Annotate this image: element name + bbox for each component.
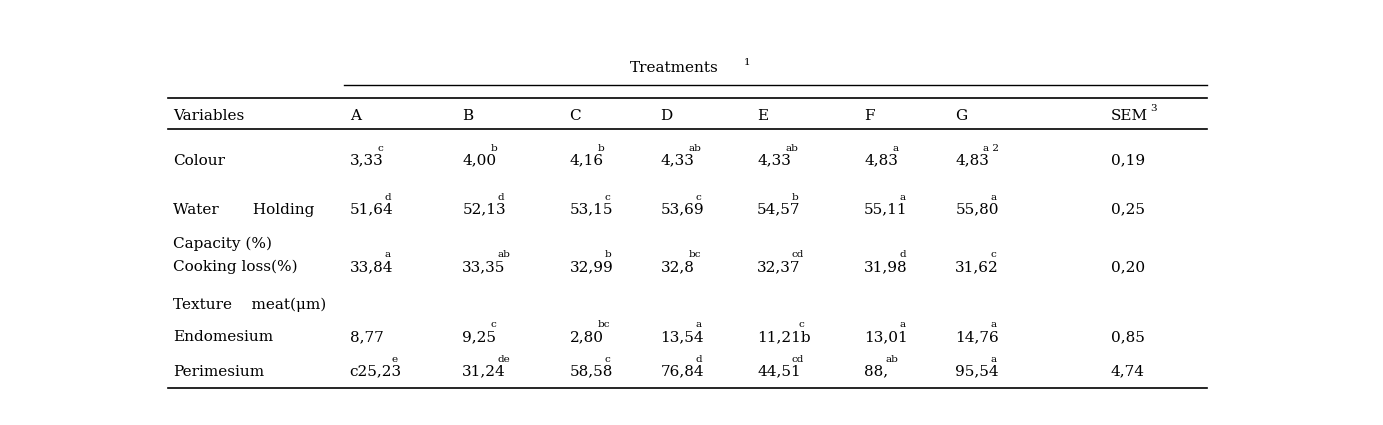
Text: A: A: [350, 110, 361, 123]
Text: 11,21b: 11,21b: [757, 330, 810, 344]
Text: 52,13: 52,13: [462, 203, 506, 217]
Text: a: a: [892, 144, 899, 153]
Text: bc: bc: [597, 320, 610, 329]
Text: a: a: [990, 320, 996, 329]
Text: c: c: [491, 320, 496, 329]
Text: 3,33: 3,33: [350, 153, 383, 167]
Text: 55,11: 55,11: [864, 203, 907, 217]
Text: b: b: [491, 144, 496, 153]
Text: b: b: [597, 144, 604, 153]
Text: 0,19: 0,19: [1111, 153, 1145, 167]
Text: e: e: [391, 355, 397, 364]
Text: 55,80: 55,80: [956, 203, 999, 217]
Text: 8,77: 8,77: [350, 330, 383, 344]
Text: 4,74: 4,74: [1111, 365, 1145, 379]
Text: 3: 3: [1151, 104, 1158, 113]
Text: a: a: [384, 250, 390, 259]
Text: a: a: [990, 193, 996, 202]
Text: bc: bc: [689, 250, 701, 259]
Text: C: C: [570, 110, 581, 123]
Text: a 2: a 2: [983, 144, 1000, 153]
Text: 53,69: 53,69: [661, 203, 704, 217]
Text: Cooking loss(%): Cooking loss(%): [173, 260, 297, 274]
Text: 4,33: 4,33: [661, 153, 694, 167]
Text: ab: ab: [885, 355, 899, 364]
Text: Endomesium: Endomesium: [173, 330, 272, 344]
Text: 54,57: 54,57: [757, 203, 801, 217]
Text: a: a: [990, 355, 996, 364]
Text: 14,76: 14,76: [956, 330, 999, 344]
Text: 4,83: 4,83: [864, 153, 898, 167]
Text: 33,84: 33,84: [350, 260, 393, 274]
Text: 13,54: 13,54: [661, 330, 704, 344]
Text: 0,20: 0,20: [1111, 260, 1145, 274]
Text: ab: ab: [786, 144, 798, 153]
Text: cd: cd: [792, 355, 805, 364]
Text: 53,15: 53,15: [570, 203, 613, 217]
Text: 32,37: 32,37: [757, 260, 801, 274]
Text: 33,35: 33,35: [462, 260, 506, 274]
Text: 95,54: 95,54: [956, 365, 999, 379]
Text: 31,62: 31,62: [956, 260, 999, 274]
Text: Capacity (%): Capacity (%): [173, 237, 272, 251]
Text: 76,84: 76,84: [661, 365, 704, 379]
Text: 1: 1: [744, 57, 750, 67]
Text: 88,: 88,: [864, 365, 888, 379]
Text: c: c: [798, 320, 805, 329]
Text: 0,25: 0,25: [1111, 203, 1145, 217]
Text: 31,98: 31,98: [864, 260, 907, 274]
Text: ab: ab: [496, 250, 510, 259]
Text: d: d: [899, 250, 906, 259]
Text: Texture    meat(μm): Texture meat(μm): [173, 298, 326, 312]
Text: Variables: Variables: [173, 110, 245, 123]
Text: c: c: [604, 355, 610, 364]
Text: 32,8: 32,8: [661, 260, 694, 274]
Text: a: a: [899, 320, 904, 329]
Text: 32,99: 32,99: [570, 260, 613, 274]
Text: G: G: [956, 110, 968, 123]
Text: c: c: [696, 193, 701, 202]
Text: a: a: [899, 193, 904, 202]
Text: ab: ab: [689, 144, 701, 153]
Text: c: c: [604, 193, 610, 202]
Text: F: F: [864, 110, 874, 123]
Text: 4,83: 4,83: [956, 153, 989, 167]
Text: SEM: SEM: [1111, 110, 1148, 123]
Text: 31,24: 31,24: [462, 365, 506, 379]
Text: de: de: [496, 355, 510, 364]
Text: 4,00: 4,00: [462, 153, 496, 167]
Text: D: D: [661, 110, 672, 123]
Text: c: c: [990, 250, 996, 259]
Text: b: b: [792, 193, 798, 202]
Text: 51,64: 51,64: [350, 203, 394, 217]
Text: a: a: [696, 320, 701, 329]
Text: d: d: [384, 193, 391, 202]
Text: d: d: [696, 355, 703, 364]
Text: E: E: [757, 110, 768, 123]
Text: 13,01: 13,01: [864, 330, 909, 344]
Text: Water       Holding: Water Holding: [173, 203, 314, 217]
Text: 4,33: 4,33: [757, 153, 791, 167]
Text: b: b: [604, 250, 611, 259]
Text: 4,16: 4,16: [570, 153, 603, 167]
Text: B: B: [462, 110, 473, 123]
Text: Perimesium: Perimesium: [173, 365, 264, 379]
Text: cd: cd: [792, 250, 805, 259]
Text: c: c: [378, 144, 383, 153]
Text: c25,23: c25,23: [350, 365, 402, 379]
Text: 9,25: 9,25: [462, 330, 496, 344]
Text: 0,85: 0,85: [1111, 330, 1145, 344]
Text: 2,80: 2,80: [570, 330, 603, 344]
Text: 44,51: 44,51: [757, 365, 801, 379]
Text: d: d: [496, 193, 503, 202]
Text: 58,58: 58,58: [570, 365, 613, 379]
Text: Treatments: Treatments: [629, 61, 718, 75]
Text: Colour: Colour: [173, 153, 225, 167]
